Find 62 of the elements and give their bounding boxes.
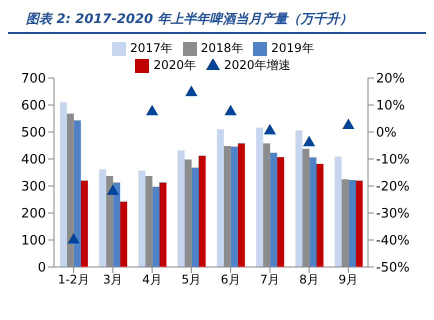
legend-label: 2018年: [200, 41, 244, 55]
y-tick-label: 0: [38, 260, 46, 276]
bar: [270, 152, 278, 267]
y-tick-label: 100: [21, 234, 46, 249]
x-tick-label: 1-2月: [58, 272, 90, 287]
bar: [159, 182, 166, 267]
y-tick-label: 700: [21, 72, 46, 87]
bar: [80, 180, 88, 267]
y2-tick-label: -50%: [376, 260, 410, 276]
point: [224, 104, 237, 116]
x-tick-label: 4月: [142, 272, 162, 287]
bar: [198, 156, 206, 267]
bar: [334, 156, 342, 267]
bar: [309, 157, 316, 267]
bar: [256, 128, 264, 267]
bar: [238, 143, 245, 267]
y-tick-label: 500: [21, 126, 46, 141]
bar: [216, 129, 224, 267]
bar: [316, 164, 324, 267]
bar: [192, 168, 199, 267]
y-tick-label: 300: [21, 180, 46, 195]
point: [146, 104, 158, 116]
y-tick-label: 600: [21, 98, 46, 114]
bar: [74, 120, 81, 267]
legend-label: 2020年: [153, 58, 196, 72]
y-tick-label: 200: [21, 206, 46, 222]
legend-label: 2019年: [271, 41, 314, 55]
bar: [138, 170, 146, 267]
chart-title: 图表 2: 2017-2020 年上半年啤酒当月产量（万千升）: [8, 8, 426, 34]
x-tick-label: 6月: [220, 272, 240, 287]
y2-tick-label: 10%: [376, 98, 405, 114]
x-tick-label: 3月: [103, 272, 123, 287]
y2-tick-label: 20%: [376, 72, 405, 87]
bar: [356, 180, 363, 267]
bar: [178, 150, 185, 267]
bar: [348, 180, 356, 267]
point: [68, 232, 80, 244]
x-tick-label: 5月: [182, 272, 202, 287]
point: [185, 86, 198, 96]
y-tick-label: 400: [21, 152, 46, 168]
y2-tick-label: -10%: [376, 152, 410, 168]
x-tick-label: 9月: [338, 272, 358, 287]
point: [303, 136, 316, 146]
bar: [230, 146, 238, 267]
x-tick-label: 8月: [299, 272, 319, 287]
bar: [120, 202, 128, 267]
bar: [295, 130, 302, 267]
bar: [99, 169, 106, 267]
y2-tick-label: -40%: [376, 234, 410, 249]
y2-tick-label: -30%: [376, 206, 410, 222]
y2-tick-label: 0%: [376, 126, 397, 141]
point: [342, 118, 354, 130]
bar: [152, 186, 160, 267]
point: [264, 124, 276, 134]
x-tick-label: 7月: [260, 272, 280, 287]
legend-label: 2020年增速: [224, 58, 291, 72]
bar: [60, 102, 67, 267]
point: [106, 184, 119, 195]
bar: [277, 157, 284, 267]
legend-label: 2017年: [130, 41, 173, 55]
y2-tick-label: -20%: [376, 180, 410, 195]
bar: [113, 182, 120, 267]
